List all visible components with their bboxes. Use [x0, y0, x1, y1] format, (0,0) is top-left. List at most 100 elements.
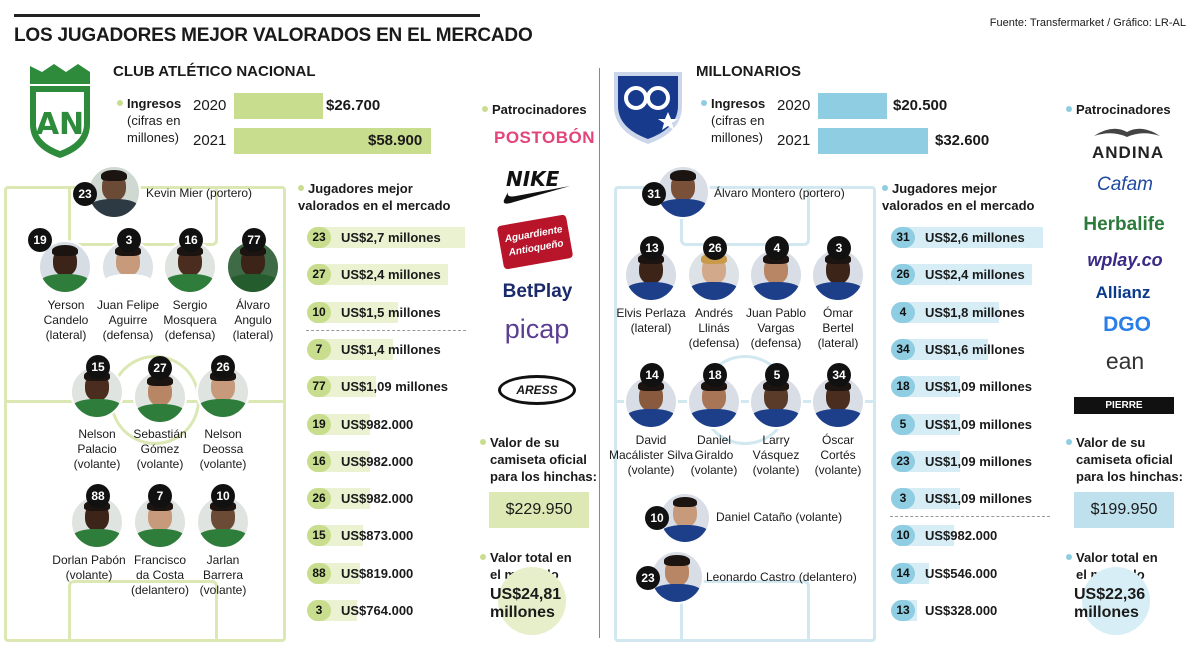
- ranking-bar: [899, 301, 999, 323]
- ranking-value: US$546.000: [925, 565, 998, 581]
- player-name: Jarlan Barrera (volante): [199, 553, 247, 597]
- sponsor-herbalife-logo: Herbalife: [1083, 214, 1165, 235]
- ranking-number-badge: 34: [891, 338, 915, 360]
- nacional-ranking-heading: Jugadores mejor valorados en el mercado: [298, 181, 451, 213]
- ranking-value: US$328.000: [925, 603, 998, 618]
- player-name: Nelson Palacio (volante): [73, 427, 121, 471]
- millonarios-total-value: US$22,36 millones: [1074, 586, 1146, 621]
- ranking-number-badge: 4: [891, 301, 915, 323]
- millonarios-club-name: MILLONARIOS: [696, 63, 801, 80]
- player-name: Andrés Llinás (defensa): [688, 306, 740, 350]
- millonarios-year-2021: 2021: [777, 132, 811, 149]
- millonarios-field: [614, 186, 876, 642]
- ranking-number-badge: 3: [307, 600, 331, 621]
- nacional-total-value: US$24,81 millones: [490, 586, 562, 621]
- player-number-badge: 7: [148, 484, 172, 508]
- ranking-number-badge: 88: [307, 562, 331, 584]
- ranking-number-badge: 26: [307, 488, 331, 510]
- svg-text:AN: AN: [36, 107, 84, 142]
- nacional-sponsors-heading: Patrocinadores: [482, 101, 587, 118]
- ranking-value: US$982.000: [341, 453, 414, 469]
- millonarios-ingresos-value-2021: $32.600: [935, 132, 990, 149]
- ranking-number-badge: 77: [307, 376, 331, 398]
- ranking-bar: [315, 301, 398, 323]
- millonarios-sponsors-heading: Patrocinadores: [1066, 101, 1171, 118]
- ranking-value: US$2,6 millones: [925, 230, 1025, 245]
- player-number-badge: 19: [28, 228, 52, 252]
- ranking-value: US$873.000: [341, 528, 414, 544]
- sponsor-pierre-logo: PIERRE D'AGOSTINY: [1074, 397, 1174, 428]
- sponsor-cafam-logo: Cafam: [1097, 174, 1153, 195]
- nacional-crest-icon: AN: [30, 64, 90, 158]
- eagle-icon: [1094, 128, 1160, 137]
- ranking-bar: [315, 227, 465, 248]
- player-name: Yerson Candelo (lateral): [43, 298, 89, 342]
- millonarios-ranking-heading: Jugadores mejor valorados en el mercado: [882, 181, 1035, 213]
- player-number-badge: 27: [148, 356, 172, 380]
- ranking-number-badge: 27: [307, 264, 331, 286]
- ranking-number-badge: 19: [307, 413, 331, 435]
- ranking-value: US$764.000: [341, 603, 414, 618]
- player-name: Óscar Cortés (volante): [814, 433, 862, 477]
- ranking-number-badge: 31: [891, 227, 915, 248]
- ranking-number-badge: 10: [307, 301, 331, 323]
- millonarios-camiseta-price: $199.950: [1074, 492, 1174, 528]
- player-number-badge: 23: [73, 182, 97, 206]
- millonarios-ingresos-label: Ingresos (cifras en millones): [701, 95, 765, 146]
- player-name: Álvaro Montero (portero): [714, 186, 845, 200]
- ranking-value: US$982.000: [341, 491, 414, 507]
- ranking-number-badge: 3: [891, 488, 915, 510]
- ranking-bar: [899, 376, 960, 398]
- player-number-badge: 34: [827, 363, 851, 387]
- ranking-value: US$1,6 millones: [925, 341, 1025, 357]
- player-photo: [687, 375, 741, 429]
- player-name: Larry Vásquez (volante): [752, 433, 800, 477]
- top-rule: [14, 14, 480, 17]
- sponsor-ean-logo: ean: [1105, 348, 1145, 374]
- nacional-field: [4, 186, 286, 642]
- player-name: Daniel Cataño (volante): [716, 510, 843, 524]
- source-credit: Fuente: Transfermarket / Gráfico: LR-AL: [989, 17, 1186, 29]
- millonarios-camiseta-label: Valor de su camiseta oficial para los hinc…: [1066, 434, 1183, 485]
- sponsor-aguardiente-logo: Aguardiente Antioqueño: [496, 214, 574, 270]
- player-number-badge: 10: [211, 484, 235, 508]
- ranking-number-badge: 26: [891, 264, 915, 286]
- player-number-badge: 88: [86, 484, 110, 508]
- nacional-ingresos-value-2021: $58.900: [368, 132, 423, 149]
- ranking-number-badge: 23: [307, 227, 331, 248]
- millonarios-ingresos-bar-2021: [818, 128, 928, 154]
- page-title: LOS JUGADORES MEJOR VALORADOS EN EL MERC…: [14, 25, 533, 46]
- player-number-badge: 18: [703, 363, 727, 387]
- player-name: Kevin Mier (portero): [146, 186, 253, 200]
- player-number-badge: 23: [636, 566, 660, 590]
- nacional-ingresos-bar-2020: [234, 93, 323, 119]
- player-number-badge: 15: [86, 355, 110, 379]
- player-photo: [656, 165, 710, 219]
- ranking-bar: [899, 264, 1032, 286]
- sponsor-betplay-logo: BetPlay: [502, 281, 573, 302]
- ranking-number-badge: 14: [891, 562, 915, 584]
- ranking-number-badge: 15: [307, 525, 331, 547]
- player-number-badge: 4: [765, 236, 789, 260]
- ranking-bar: [899, 338, 988, 360]
- nacional-field-box-bottom: [68, 580, 218, 642]
- ranking-bar: [899, 450, 960, 472]
- nacional-ranking-divider: [306, 330, 466, 331]
- ranking-number-badge: 23: [891, 450, 915, 472]
- player-name: Sebastián Gómez (volante): [133, 427, 187, 471]
- player-name: Álvaro Angulo (lateral): [232, 298, 274, 342]
- millonarios-crest-icon: [614, 72, 682, 144]
- ranking-value: US$2,4 millones: [341, 267, 441, 283]
- millonarios-ingresos-value-2020: $20.500: [893, 97, 948, 114]
- player-name: Ómar Bertel (lateral): [817, 306, 859, 350]
- player-name: Nelson Deossa (volante): [199, 427, 247, 471]
- player-name: Daniel Giraldo (volante): [690, 433, 738, 477]
- ranking-bar: [899, 413, 960, 435]
- millonarios-total-circle: [1082, 567, 1150, 635]
- ranking-value: US$1,4 millones: [341, 341, 441, 357]
- sponsor-picap-logo: picap: [504, 314, 570, 344]
- nacional-ingresos-value-2020: $26.700: [326, 97, 381, 114]
- ranking-value: US$982.000: [925, 528, 998, 544]
- center-divider: [599, 68, 600, 638]
- millonarios-ingresos-bar-2020: [818, 93, 887, 119]
